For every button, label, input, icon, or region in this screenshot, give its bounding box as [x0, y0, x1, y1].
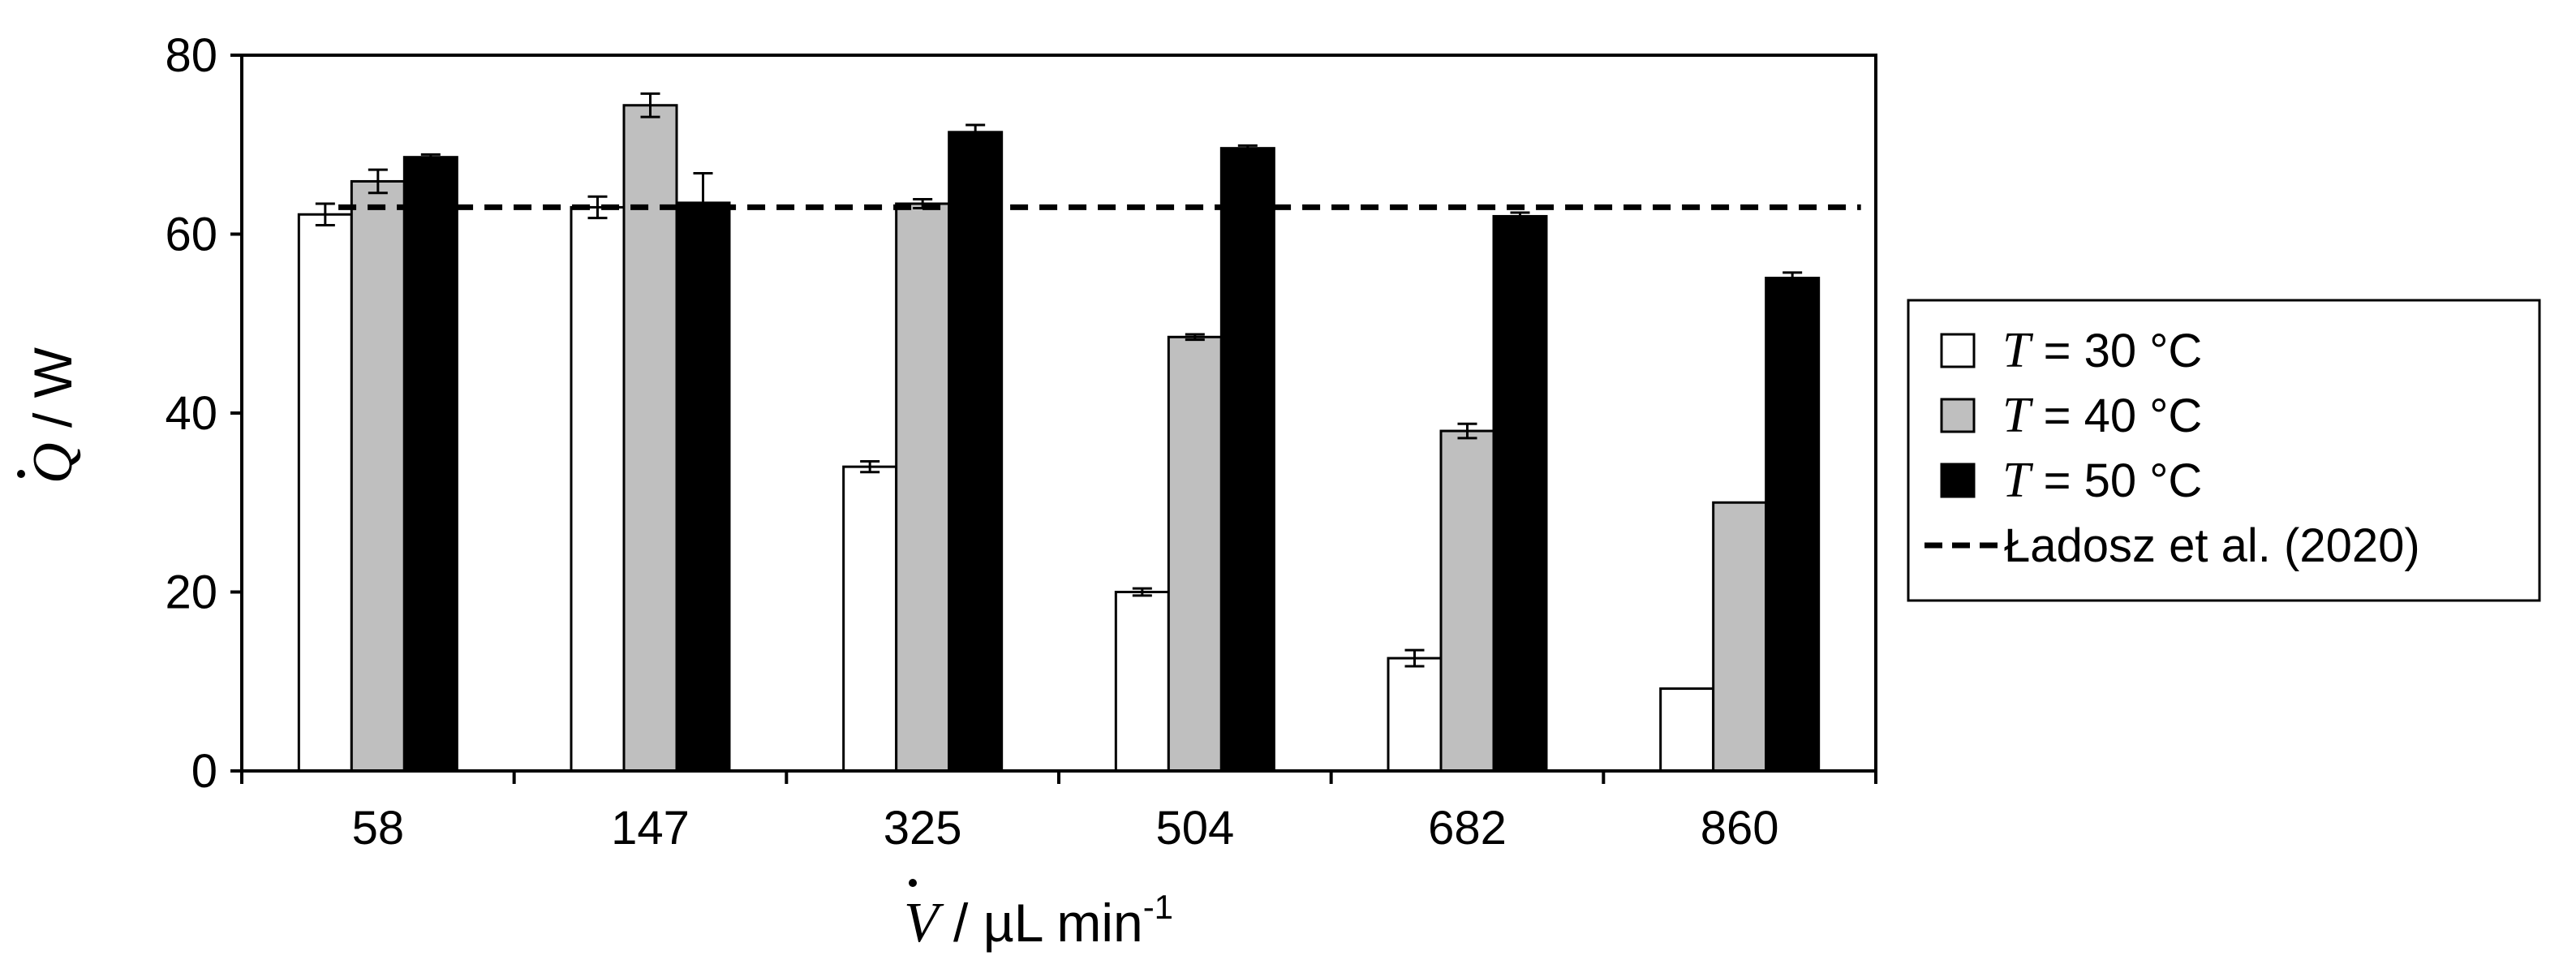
bar-325-series-3	[948, 131, 1004, 773]
bar-860-series-2	[1712, 501, 1768, 773]
bar-504-series-2	[1167, 335, 1223, 773]
x-tick-label-325: 325	[884, 802, 962, 855]
plot-area-frame	[240, 54, 1877, 773]
y-tick-label-80: 80	[165, 29, 217, 82]
x-axis-title-rest: / µL min	[939, 893, 1143, 953]
y-tick-label-40: 40	[165, 387, 217, 440]
bar-58-series-2	[350, 179, 406, 773]
axes-layer: 0 20 40 60 80 58 147 325 504 682 860	[165, 29, 1877, 855]
y-axis-title-rest: / W	[23, 347, 83, 442]
y-tick-label-60: 60	[165, 209, 217, 261]
error-bar-147-series-1	[587, 195, 608, 220]
legend-frame	[1907, 299, 2541, 602]
bar-325-series-1	[842, 465, 898, 773]
bar-147-series-3	[675, 201, 731, 773]
legend-swatch-50	[1940, 463, 1976, 498]
bar-58-series-1	[297, 213, 353, 773]
error-bar-58-series-3	[420, 153, 441, 161]
bar-147-series-1	[570, 205, 626, 773]
legend-label-50: T = 50 °C	[2002, 453, 2202, 508]
legend-label-40: T = 40 °C	[2002, 388, 2202, 443]
error-bar-325-series-1	[860, 460, 880, 474]
legend-label-30: T = 30 °C	[2002, 323, 2202, 378]
y-axis-title-var: Q	[22, 442, 84, 484]
error-bar-504-series-1	[1132, 587, 1152, 597]
x-axis-title: V / µL min-1	[904, 879, 1173, 954]
bar-325-series-2	[895, 202, 951, 773]
x-axis-title-sup: -1	[1143, 888, 1173, 926]
x-tick-label-682: 682	[1428, 802, 1507, 855]
bar-682-series-3	[1492, 214, 1548, 773]
error-bar-147-series-3	[693, 172, 713, 234]
x-tick-label-147: 147	[611, 802, 690, 855]
error-bar-682-series-3	[1510, 211, 1530, 222]
legend-label-reference: Ładosz et al. (2020)	[2004, 519, 2420, 572]
error-bar-325-series-3	[965, 123, 986, 141]
x-tick-label-58: 58	[352, 802, 405, 855]
bar-860-series-3	[1765, 277, 1821, 773]
bar-682-series-1	[1387, 657, 1443, 773]
x-tick-label-504: 504	[1155, 802, 1234, 855]
bar-58-series-3	[402, 156, 458, 773]
error-bar-504-series-3	[1237, 144, 1258, 153]
error-bar-58-series-1	[315, 202, 335, 226]
error-bar-682-series-2	[1457, 422, 1477, 440]
bar-682-series-2	[1439, 429, 1495, 773]
y-tick-label-20: 20	[165, 566, 217, 619]
legend-swatch-40	[1940, 398, 1976, 433]
legend: T = 30 °C T = 40 °C T = 50 °C Ładosz et …	[1907, 299, 2541, 602]
svg-text:Q / W: Q / W	[22, 347, 84, 484]
svg-text:V / µL min-1: V / µL min-1	[904, 888, 1173, 954]
error-bar-58-series-2	[368, 168, 388, 195]
x-axis-title-var: V	[904, 892, 944, 954]
y-axis-title: Q / W	[17, 347, 84, 484]
bar-504-series-3	[1219, 147, 1275, 773]
bar-860-series-1	[1659, 687, 1715, 773]
error-bar-504-series-2	[1185, 333, 1205, 342]
error-bar-147-series-2	[640, 92, 660, 118]
y-tick-label-0: 0	[191, 745, 217, 798]
error-bar-682-series-1	[1404, 648, 1425, 668]
x-tick-label-860: 860	[1701, 802, 1779, 855]
v-dot-accent	[909, 879, 917, 887]
bars-layer	[297, 104, 1821, 773]
error-bars-layer	[315, 92, 1803, 668]
q-dot-accent	[17, 470, 25, 478]
error-bar-860-series-3	[1783, 271, 1803, 285]
legend-swatch-30	[1940, 333, 1976, 368]
bar-504-series-1	[1114, 591, 1170, 773]
